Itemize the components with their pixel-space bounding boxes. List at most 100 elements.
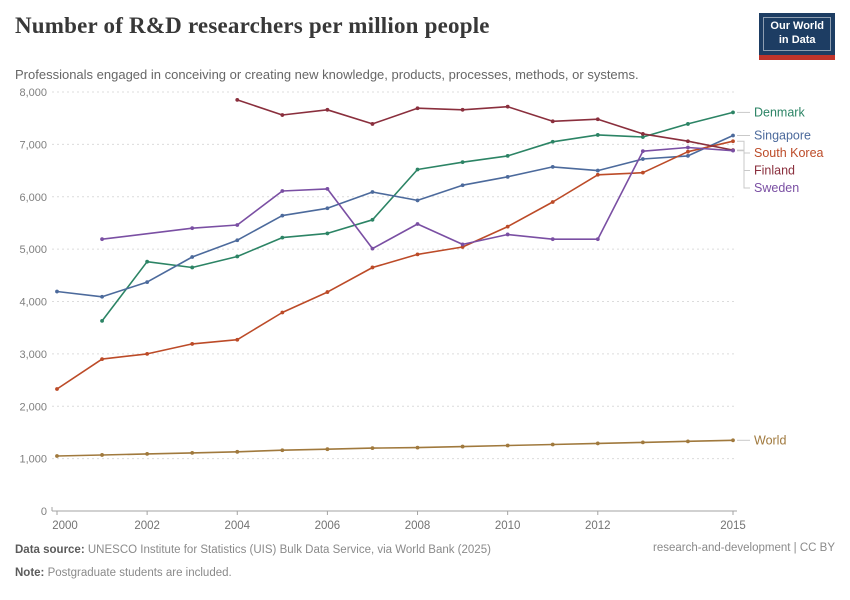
data-point-sweden-2007[interactable] [370, 246, 375, 251]
data-point-singapore-2011[interactable] [550, 164, 555, 169]
series-south-korea[interactable] [55, 139, 735, 391]
data-point-world-2003[interactable] [190, 450, 195, 455]
data-point-world-2014[interactable] [686, 439, 690, 444]
data-point-singapore-2003[interactable] [190, 255, 195, 259]
data-point-denmark-2011[interactable] [550, 139, 555, 144]
data-point-world-2013[interactable] [640, 440, 645, 445]
data-point-singapore-2009[interactable] [460, 183, 465, 188]
data-point-world-2002[interactable] [145, 452, 150, 456]
line-chart[interactable]: 0 1,000 2,000 3,000 4,000 5,000 6,000 7,000 8,00… [0, 85, 850, 555]
data-point-sweden-2003[interactable] [190, 226, 195, 231]
data-point-world-2010[interactable] [505, 443, 510, 448]
series-label-south-korea[interactable]: South Korea [754, 146, 824, 160]
data-point-south-korea-2005[interactable] [280, 310, 285, 315]
data-point-world-2000[interactable] [55, 454, 59, 458]
data-point-south-korea-2003[interactable] [190, 342, 195, 346]
data-point-singapore-2008[interactable] [415, 198, 420, 203]
data-point-sweden-2006[interactable] [325, 186, 330, 191]
series-line-finland[interactable] [237, 99, 734, 151]
data-point-finland-2009[interactable] [460, 107, 465, 112]
series-denmark[interactable] [100, 110, 735, 323]
series-line-sweden[interactable] [102, 146, 734, 250]
data-point-denmark-2005[interactable] [280, 235, 285, 240]
data-point-singapore-2004[interactable] [235, 238, 240, 243]
series-label-world[interactable]: World [754, 433, 786, 447]
data-point-world-2011[interactable] [550, 442, 555, 447]
data-point-south-korea-2012[interactable] [595, 172, 600, 177]
data-point-world-2012[interactable] [595, 441, 600, 446]
data-point-finland-2011[interactable] [550, 119, 555, 124]
data-point-sweden-2009[interactable] [460, 242, 465, 247]
data-point-world-2015[interactable] [731, 438, 735, 443]
data-point-south-korea-2000[interactable] [55, 387, 59, 391]
data-point-singapore-2014[interactable] [686, 153, 690, 158]
series-label-singapore[interactable]: Singapore [754, 129, 811, 143]
data-point-south-korea-2010[interactable] [505, 224, 510, 229]
series-line-singapore[interactable] [56, 134, 734, 298]
data-point-sweden-2014[interactable] [686, 145, 690, 150]
data-point-sweden-2012[interactable] [595, 237, 600, 242]
data-point-singapore-2012[interactable] [595, 168, 600, 173]
data-point-singapore-2000[interactable] [55, 289, 59, 294]
data-point-sweden-2010[interactable] [505, 232, 510, 237]
data-point-finland-2005[interactable] [280, 113, 285, 117]
series-label-sweden[interactable]: Sweden [754, 181, 799, 195]
data-point-singapore-2001[interactable] [100, 294, 104, 299]
data-point-south-korea-2013[interactable] [640, 170, 645, 175]
series-label-finland[interactable]: Finland [754, 164, 795, 178]
series-label-denmark[interactable]: Denmark [754, 105, 805, 119]
data-point-singapore-2010[interactable] [505, 174, 510, 179]
data-point-denmark-2004[interactable] [235, 254, 240, 259]
series-line-world[interactable] [56, 439, 734, 457]
series-line-south-korea[interactable] [56, 140, 734, 390]
data-point-denmark-2013[interactable] [640, 135, 645, 139]
data-point-sweden-2015[interactable] [731, 148, 735, 153]
data-point-denmark-2015[interactable] [731, 110, 735, 115]
data-point-singapore-2005[interactable] [280, 213, 285, 218]
data-point-sweden-2005[interactable] [280, 189, 285, 193]
footer-license[interactable]: research-and-development | CC BY [653, 541, 835, 554]
data-point-finland-2004[interactable] [235, 97, 240, 102]
data-point-singapore-2015[interactable] [731, 133, 735, 138]
data-point-finland-2006[interactable] [325, 107, 330, 112]
data-point-south-korea-2006[interactable] [325, 290, 330, 294]
series-world[interactable] [55, 438, 735, 458]
data-point-denmark-2009[interactable] [460, 160, 465, 165]
data-point-south-korea-2001[interactable] [100, 357, 104, 362]
data-point-south-korea-2015[interactable] [731, 139, 735, 144]
data-point-finland-2014[interactable] [686, 139, 690, 144]
data-point-south-korea-2014[interactable] [686, 149, 690, 154]
data-point-south-korea-2004[interactable] [235, 337, 240, 342]
data-point-singapore-2013[interactable] [640, 157, 645, 161]
series-singapore[interactable] [55, 133, 735, 299]
data-point-world-2008[interactable] [415, 445, 420, 450]
data-point-finland-2010[interactable] [505, 104, 510, 109]
data-point-south-korea-2007[interactable] [370, 265, 375, 270]
data-point-denmark-2012[interactable] [595, 133, 600, 137]
data-point-sweden-2008[interactable] [415, 222, 420, 226]
data-point-denmark-2006[interactable] [325, 231, 330, 236]
data-point-denmark-2010[interactable] [505, 153, 510, 158]
data-point-sweden-2011[interactable] [550, 237, 555, 242]
data-point-denmark-2007[interactable] [370, 217, 375, 222]
data-point-denmark-2014[interactable] [686, 122, 690, 126]
data-point-south-korea-2009[interactable] [460, 245, 465, 249]
data-point-world-2007[interactable] [370, 446, 375, 451]
data-point-finland-2008[interactable] [415, 106, 420, 111]
data-point-singapore-2006[interactable] [325, 206, 330, 211]
data-point-world-2009[interactable] [460, 444, 465, 449]
data-point-singapore-2002[interactable] [145, 280, 150, 285]
series-sweden[interactable] [100, 145, 735, 251]
data-point-finland-2013[interactable] [640, 132, 645, 136]
data-point-finland-2007[interactable] [370, 122, 375, 126]
data-point-sweden-2013[interactable] [640, 149, 645, 154]
data-point-denmark-2008[interactable] [415, 167, 420, 172]
data-point-south-korea-2008[interactable] [415, 252, 420, 257]
data-point-world-2001[interactable] [100, 453, 104, 457]
data-point-world-2005[interactable] [280, 448, 285, 453]
data-point-sweden-2004[interactable] [235, 223, 240, 227]
data-point-south-korea-2011[interactable] [550, 200, 555, 204]
data-point-denmark-2003[interactable] [190, 265, 195, 270]
data-point-denmark-2001[interactable] [100, 318, 104, 323]
data-point-sweden-2001[interactable] [100, 237, 104, 242]
